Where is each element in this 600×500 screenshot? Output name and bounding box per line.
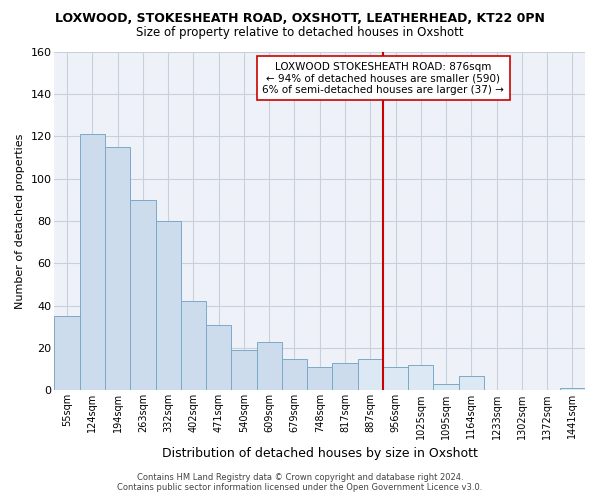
- Bar: [433, 384, 458, 390]
- Bar: [55, 316, 80, 390]
- Bar: [257, 342, 282, 390]
- Bar: [155, 221, 181, 390]
- Bar: [408, 365, 433, 390]
- Bar: [282, 358, 307, 390]
- Bar: [232, 350, 257, 391]
- Bar: [332, 363, 358, 390]
- Bar: [458, 376, 484, 390]
- Bar: [130, 200, 155, 390]
- Text: LOXWOOD, STOKESHEATH ROAD, OXSHOTT, LEATHERHEAD, KT22 0PN: LOXWOOD, STOKESHEATH ROAD, OXSHOTT, LEAT…: [55, 12, 545, 26]
- Bar: [307, 367, 332, 390]
- Bar: [181, 302, 206, 390]
- Text: Contains HM Land Registry data © Crown copyright and database right 2024.
Contai: Contains HM Land Registry data © Crown c…: [118, 473, 482, 492]
- Bar: [560, 388, 585, 390]
- Bar: [358, 358, 383, 390]
- Y-axis label: Number of detached properties: Number of detached properties: [15, 134, 25, 308]
- Text: Size of property relative to detached houses in Oxshott: Size of property relative to detached ho…: [136, 26, 464, 39]
- Bar: [206, 324, 232, 390]
- X-axis label: Distribution of detached houses by size in Oxshott: Distribution of detached houses by size …: [162, 447, 478, 460]
- Bar: [80, 134, 105, 390]
- Bar: [105, 147, 130, 390]
- Text: LOXWOOD STOKESHEATH ROAD: 876sqm
← 94% of detached houses are smaller (590)
6% o: LOXWOOD STOKESHEATH ROAD: 876sqm ← 94% o…: [262, 62, 505, 95]
- Bar: [383, 367, 408, 390]
